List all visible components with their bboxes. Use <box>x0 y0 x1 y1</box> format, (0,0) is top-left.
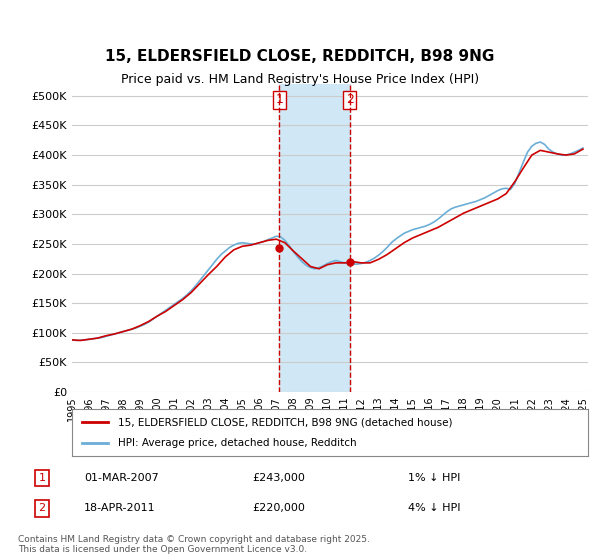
Text: 2: 2 <box>346 93 353 106</box>
Text: 15, ELDERSFIELD CLOSE, REDDITCH, B98 9NG: 15, ELDERSFIELD CLOSE, REDDITCH, B98 9NG <box>106 49 494 64</box>
Text: 1: 1 <box>38 473 46 483</box>
Text: 2: 2 <box>38 503 46 514</box>
Text: £243,000: £243,000 <box>252 473 305 483</box>
Text: Price paid vs. HM Land Registry's House Price Index (HPI): Price paid vs. HM Land Registry's House … <box>121 73 479 86</box>
Text: £220,000: £220,000 <box>252 503 305 514</box>
Text: 15, ELDERSFIELD CLOSE, REDDITCH, B98 9NG (detached house): 15, ELDERSFIELD CLOSE, REDDITCH, B98 9NG… <box>118 417 453 427</box>
Text: 01-MAR-2007: 01-MAR-2007 <box>84 473 159 483</box>
Bar <box>279 84 350 392</box>
Text: 1: 1 <box>275 93 283 106</box>
Text: 18-APR-2011: 18-APR-2011 <box>84 503 155 514</box>
Text: HPI: Average price, detached house, Redditch: HPI: Average price, detached house, Redd… <box>118 438 357 448</box>
Text: Contains HM Land Registry data © Crown copyright and database right 2025.
This d: Contains HM Land Registry data © Crown c… <box>18 535 370 554</box>
Text: 4% ↓ HPI: 4% ↓ HPI <box>408 503 461 514</box>
Text: 1% ↓ HPI: 1% ↓ HPI <box>408 473 460 483</box>
